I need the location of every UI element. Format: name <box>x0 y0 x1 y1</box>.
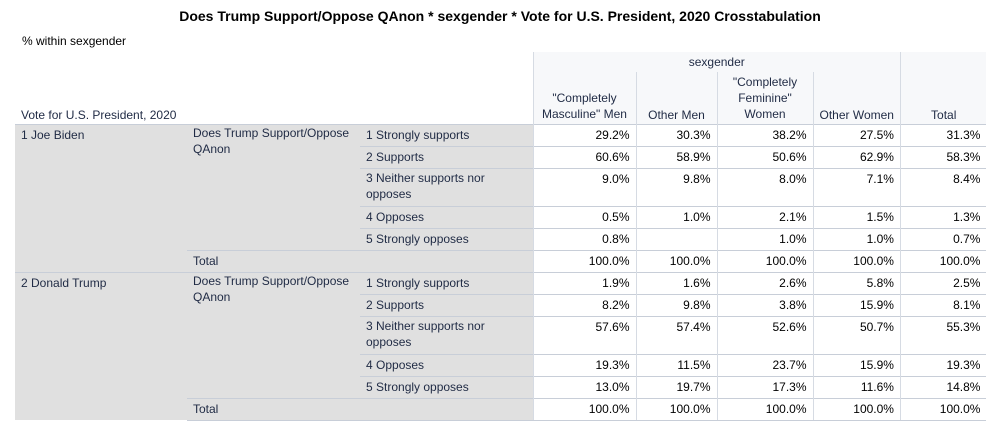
table-row: 1 Joe Biden Does Trump Support/Oppose QA… <box>15 123 987 272</box>
data-cell: 17.3% <box>716 375 813 398</box>
data-cell: 1.0% <box>635 205 717 228</box>
table-row-total: Total 100.0% 100.0% 100.0% 100.0% 100.0% <box>15 249 987 272</box>
data-cell: 15.9% <box>812 353 901 376</box>
total-label: Total <box>187 249 533 272</box>
data-cell: 1.0% <box>812 227 901 250</box>
category-label: 2 Supports <box>360 293 533 316</box>
table-title: Does Trump Support/Oppose QAnon * sexgen… <box>179 8 821 24</box>
data-cell: 62.9% <box>812 145 901 168</box>
data-cell: 38.2% <box>716 123 813 146</box>
category-label: 3 Neither supports nor opposes <box>360 315 533 354</box>
data-cell: 23.7% <box>716 353 813 376</box>
table-row: 2 Donald Trump Does Trump Support/Oppose… <box>15 271 987 420</box>
vote-label: 2 Donald Trump <box>15 271 187 420</box>
table-row: 4 Opposes 0.5% 1.0% 2.1% 1.5% 1.3% <box>15 205 987 228</box>
data-cell: 100.0% <box>635 249 717 272</box>
data-cell: 58.9% <box>635 145 717 168</box>
data-cell: 60.6% <box>532 145 636 168</box>
data-cell: 2.6% <box>716 271 813 294</box>
data-cell: 1.6% <box>635 271 717 294</box>
data-cell: 58.3% <box>899 145 987 168</box>
column-header: Other Women <box>812 72 901 124</box>
data-cell: 9.0% <box>532 167 636 206</box>
data-cell: 8.2% <box>532 293 636 316</box>
category-label: 4 Opposes <box>360 205 533 228</box>
data-cell <box>635 227 717 250</box>
data-cell: 52.6% <box>716 315 813 354</box>
table-subtitle: % within sexgender <box>22 34 127 48</box>
data-cell: 0.7% <box>899 227 987 250</box>
data-cell: 1.5% <box>812 205 901 228</box>
data-cell: 9.8% <box>635 293 717 316</box>
data-cell: 29.2% <box>532 123 636 146</box>
category-label: 3 Neither supports nor opposes <box>360 167 533 206</box>
data-cell: 30.3% <box>635 123 717 146</box>
data-cell: 15.9% <box>812 293 901 316</box>
data-cell: 100.0% <box>635 397 717 421</box>
table-row: 5 Strongly opposes 0.8% 1.0% 1.0% 0.7% <box>15 227 987 250</box>
column-variable-header: sexgender <box>532 52 901 72</box>
data-cell: 8.4% <box>899 167 987 206</box>
data-cell: 100.0% <box>532 397 636 421</box>
column-header: "Completely Masculine" Men <box>532 72 636 124</box>
data-cell: 11.5% <box>635 353 717 376</box>
table-row: 3 Neither supports nor opposes 9.0% 9.8%… <box>15 167 987 206</box>
total-label: Total <box>187 397 533 421</box>
data-cell: 7.1% <box>812 167 901 206</box>
data-cell: 0.8% <box>532 227 636 250</box>
table-row: 4 Opposes 19.3% 11.5% 23.7% 15.9% 19.3% <box>15 353 987 376</box>
table-row: 2 Supports 60.6% 58.9% 50.6% 62.9% 58.3% <box>15 145 987 168</box>
row-variable-header: Vote for U.S. President, 2020 <box>15 72 533 124</box>
variable-label: Does Trump Support/Oppose QAnon <box>187 123 360 250</box>
table-row: 2 Supports 8.2% 9.8% 3.8% 15.9% 8.1% <box>15 293 987 316</box>
data-cell: 31.3% <box>899 123 987 146</box>
data-cell: 19.3% <box>899 353 987 376</box>
data-cell: 55.3% <box>899 315 987 354</box>
crosstab-table: sexgender Vote for U.S. President, 2020 … <box>15 52 987 421</box>
data-cell: 2.1% <box>716 205 813 228</box>
data-cell: 8.1% <box>899 293 987 316</box>
data-cell: 100.0% <box>899 249 987 272</box>
data-cell: 0.5% <box>532 205 636 228</box>
data-cell: 100.0% <box>812 397 901 421</box>
data-cell: 3.8% <box>716 293 813 316</box>
category-label: 5 Strongly opposes <box>360 227 533 250</box>
data-cell: 19.3% <box>532 353 636 376</box>
column-header: "Completely Feminine" Women <box>716 72 813 124</box>
data-cell: 8.0% <box>716 167 813 206</box>
vote-label: 1 Joe Biden <box>15 123 187 272</box>
data-cell: 1.3% <box>899 205 987 228</box>
category-label: 1 Strongly supports <box>360 123 533 146</box>
category-label: 1 Strongly supports <box>360 271 533 294</box>
data-cell: 27.5% <box>812 123 901 146</box>
data-cell: 100.0% <box>812 249 901 272</box>
data-cell: 9.8% <box>635 167 717 206</box>
data-cell: 100.0% <box>532 249 636 272</box>
category-label: 2 Supports <box>360 145 533 168</box>
data-cell: 13.0% <box>532 375 636 398</box>
category-label: 4 Opposes <box>360 353 533 376</box>
data-cell: 57.6% <box>532 315 636 354</box>
data-cell: 1.9% <box>532 271 636 294</box>
table-row: 5 Strongly opposes 13.0% 19.7% 17.3% 11.… <box>15 375 987 398</box>
data-cell: 100.0% <box>716 397 813 421</box>
data-cell: 5.8% <box>812 271 901 294</box>
data-cell: 2.5% <box>899 271 987 294</box>
data-cell: 57.4% <box>635 315 717 354</box>
data-cell: 50.6% <box>716 145 813 168</box>
data-cell: 11.6% <box>812 375 901 398</box>
data-cell: 19.7% <box>635 375 717 398</box>
table-row: 3 Neither supports nor opposes 57.6% 57.… <box>15 315 987 354</box>
data-cell: 14.8% <box>899 375 987 398</box>
data-cell: 50.7% <box>812 315 901 354</box>
data-cell: 100.0% <box>716 249 813 272</box>
column-header: Other Men <box>635 72 717 124</box>
category-label: 5 Strongly opposes <box>360 375 533 398</box>
column-header: Total <box>899 72 987 124</box>
data-cell: 1.0% <box>716 227 813 250</box>
variable-label: Does Trump Support/Oppose QAnon <box>187 271 360 398</box>
data-cell: 100.0% <box>899 397 987 421</box>
